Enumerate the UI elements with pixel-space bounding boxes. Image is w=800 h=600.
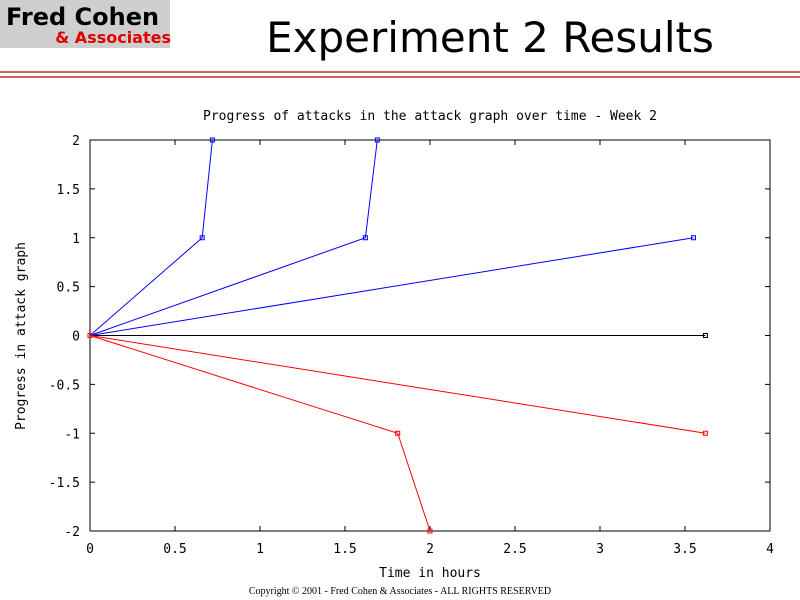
point-marker (395, 430, 401, 436)
y-tick-label: -1 (64, 427, 80, 442)
series-line (89, 335, 431, 532)
y-tick-label: 2 (72, 134, 80, 149)
chart-title: Progress of attacks in the attack graph … (203, 109, 657, 124)
point-marker (702, 333, 708, 338)
logo-sub: & Associates (55, 28, 171, 47)
series-line (89, 335, 706, 434)
x-tick-label: 0.5 (163, 542, 186, 557)
y-tick-label: -2 (64, 525, 80, 540)
y-tick-label: 1.5 (57, 183, 80, 198)
x-tick-label: 2 (426, 542, 434, 557)
point-marker (209, 137, 215, 143)
x-axis-label: Time in hours (379, 566, 481, 581)
x-tick-label: 1.5 (333, 542, 356, 557)
point-marker (199, 235, 205, 241)
series-line (89, 139, 378, 336)
y-tick-label: -0.5 (49, 378, 80, 393)
logo-name: Fred Cohen (6, 3, 159, 31)
point-marker (427, 528, 433, 534)
y-tick-label: 0.5 (57, 281, 80, 296)
x-tick-label: 1 (256, 542, 264, 557)
y-tick-label: -1.5 (49, 476, 80, 491)
slide-heading: Experiment 2 Results (266, 13, 714, 62)
x-tick-label: 4 (766, 542, 774, 557)
y-tick-label: 0 (72, 330, 80, 345)
point-marker (374, 137, 380, 143)
y-axis-label: Progress in attack graph (14, 242, 29, 430)
footer: Copyright © 2001 - Fred Cohen & Associat… (249, 586, 551, 597)
point-marker (362, 235, 368, 241)
series-line (89, 237, 694, 336)
point-marker (87, 333, 93, 338)
x-tick-label: 3.5 (673, 542, 696, 557)
point-marker (691, 235, 696, 241)
series-line (89, 139, 213, 336)
x-tick-label: 0 (86, 542, 94, 557)
logo-box (0, 0, 170, 48)
x-tick-label: 2.5 (503, 542, 526, 557)
point-marker (702, 430, 708, 436)
x-tick-label: 3 (596, 542, 604, 557)
y-tick-label: 1 (72, 232, 80, 247)
